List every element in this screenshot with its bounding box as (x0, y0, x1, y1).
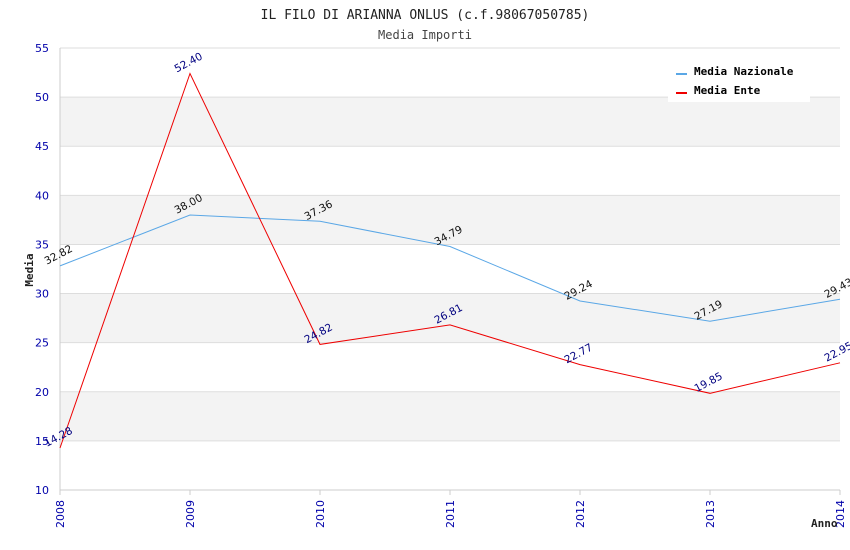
legend: Media Nazionale Media Ente (668, 58, 810, 102)
y-tick-label: 25 (35, 337, 49, 350)
y-tick-label: 10 (35, 484, 49, 497)
grid-band (60, 293, 840, 343)
x-tick-label: 2011 (444, 500, 457, 528)
x-tick-label: 2013 (704, 500, 717, 528)
legend-label-nazionale: Media Nazionale (694, 65, 794, 78)
grid-band (60, 97, 840, 147)
y-tick-label: 45 (35, 140, 49, 153)
grid-band (60, 146, 840, 196)
x-tick-label: 2012 (574, 500, 587, 528)
grid-band (60, 244, 840, 294)
chart-title: IL FILO DI ARIANNA ONLUS (c.f.9806705078… (261, 8, 590, 23)
y-axis-label: Media (23, 253, 36, 286)
y-tick-label: 55 (35, 42, 49, 55)
grid-bands (60, 48, 840, 490)
y-tick-label: 40 (35, 189, 49, 202)
x-axis-ticks: 2008 2009 2010 2011 2012 2013 2014 (54, 490, 847, 528)
grid-band (60, 440, 840, 490)
chart-subtitle: Media Importi (378, 28, 472, 42)
y-tick-label: 30 (35, 288, 49, 301)
y-tick-label: 35 (35, 238, 49, 251)
grid-band (60, 342, 840, 392)
x-tick-label: 2014 (834, 500, 847, 528)
x-tick-label: 2009 (184, 500, 197, 528)
grid-lines (60, 47, 840, 491)
legend-label-ente: Media Ente (694, 84, 761, 97)
x-tick-label: 2008 (54, 500, 67, 528)
y-tick-label: 50 (35, 91, 49, 104)
x-tick-label: 2010 (314, 500, 327, 528)
y-tick-label: 15 (35, 435, 49, 448)
legend-background (668, 58, 810, 102)
y-tick-label: 20 (35, 386, 49, 399)
series-line-0 (59, 214, 841, 322)
x-axis-label: Anno (811, 517, 838, 530)
grid-band (60, 391, 840, 441)
grid-band (60, 195, 840, 245)
series-lines (59, 72, 841, 449)
y-axis-ticks: 10 15 20 25 30 35 40 45 50 55 (35, 42, 49, 497)
series-line-1 (59, 72, 841, 449)
